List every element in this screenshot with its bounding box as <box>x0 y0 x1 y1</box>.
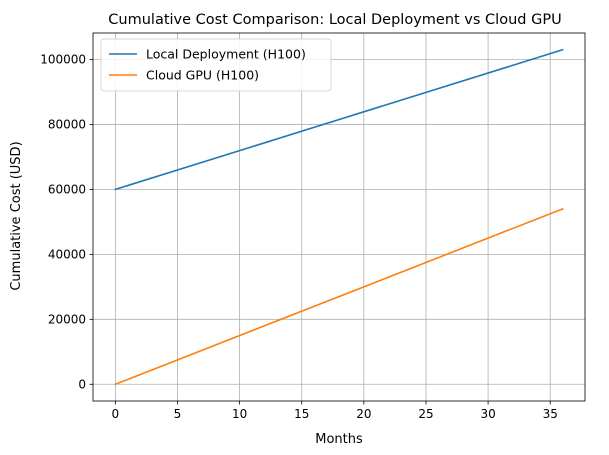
x-tick-label: 0 <box>112 407 120 421</box>
legend-label-0: Local Deployment (H100) <box>146 47 306 62</box>
x-tick-label: 10 <box>232 407 247 421</box>
y-tick-label: 100000 <box>40 52 86 66</box>
series-line-1 <box>114 207 564 386</box>
ticks: 0 5 10 15 20 25 30 35 0 20000 40000 60000 80000 10000… <box>40 52 558 421</box>
y-tick-label: 20000 <box>48 312 86 326</box>
legend: Local Deployment (H100) Cloud GPU (H100) <box>100 38 332 92</box>
x-tick-label: 15 <box>294 407 309 421</box>
series-layer <box>114 48 564 386</box>
y-tick-label: 60000 <box>48 182 86 196</box>
x-tick-label: 20 <box>356 407 371 421</box>
y-tick-label: 80000 <box>48 117 86 131</box>
x-tick-label: 30 <box>480 407 495 421</box>
legend-label-1: Cloud GPU (H100) <box>146 68 259 83</box>
legend-box <box>100 38 332 92</box>
chart-title: Cumulative Cost Comparison: Local Deploy… <box>108 12 561 28</box>
x-tick-label: 5 <box>174 407 182 421</box>
grid <box>93 33 585 401</box>
y-tick-label: 40000 <box>48 247 86 261</box>
y-tick-label: 0 <box>78 377 86 391</box>
y-axis-label: Cumulative Cost (USD) <box>9 141 24 290</box>
plot-frame <box>92 32 586 402</box>
x-tick-label: 25 <box>418 407 433 421</box>
series-line-0 <box>114 48 564 191</box>
x-tick-label: 35 <box>543 407 558 421</box>
x-axis-label: Months <box>315 432 363 447</box>
